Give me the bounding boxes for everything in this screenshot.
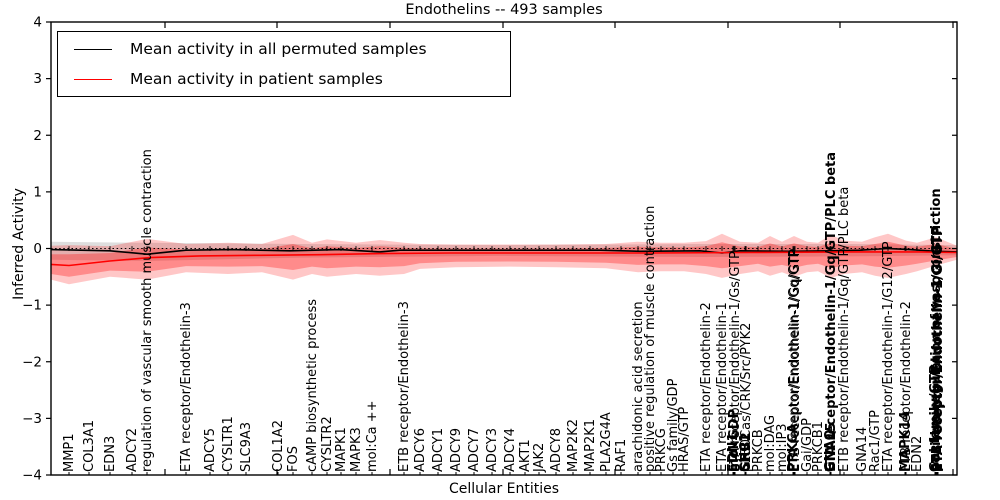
y-tick-label: 2: [33, 128, 42, 144]
x-tick-label-19: ADCY9: [448, 428, 464, 472]
x-tick-label-55: GNA14: [854, 426, 870, 472]
permuted-band: [51, 241, 957, 261]
y-tick-label: −2: [22, 354, 42, 370]
y-tick-label: 0: [33, 241, 42, 257]
x-tick-label-34: HRAS/GTP: [676, 406, 692, 472]
x-tick-label-5: ETA receptor/Endothelin-3: [178, 302, 194, 472]
x-tick-label-0: MMP1: [61, 433, 77, 472]
permuted-mean-line: [50, 247, 958, 256]
x-tick-label-28: PLA2G4A: [598, 412, 614, 472]
x-tick-label-26: MAP2K2: [565, 418, 581, 472]
y-tick-label: −4: [22, 468, 42, 484]
x-tick-label-12: CYSLTR2: [319, 416, 335, 472]
legend-label-permuted: Mean activity in all permuted samples: [130, 40, 427, 58]
x-tick-label-57: ETA receptor/Endothelin-1/G12/GTP: [880, 241, 896, 472]
x-tick-label-3: ADCY2: [124, 428, 140, 472]
x-tick-label-27: MAP2K1: [582, 418, 598, 472]
y-tick-label: 1: [33, 184, 42, 200]
x-tick-label-4: regulation of vascular smooth muscle con…: [139, 149, 155, 472]
x-tick-label-16: ETB receptor/Endothelin-3: [396, 301, 412, 472]
x-tick-label-11: cAMP biosynthetic process: [304, 298, 320, 472]
legend-line-red-icon: [74, 78, 112, 80]
y-tick-label: −1: [22, 298, 42, 314]
x-tick-label-20: ADCY7: [466, 428, 482, 472]
x-tick-label-15: mol:Ca ++: [364, 400, 380, 472]
patient-band-outer: [51, 233, 957, 285]
x-tick-label-23: AKT1: [517, 439, 533, 472]
legend-item-permuted: Mean activity in all permuted samples: [58, 34, 510, 64]
x-tick-label-9: COL1A2: [270, 420, 286, 472]
x-tick-label-60: EDN2: [909, 435, 925, 472]
legend-item-patient: Mean activity in patient samples: [58, 64, 510, 94]
y-tick-label: 4: [33, 15, 42, 31]
x-tick-label-6: ADCY5: [202, 428, 218, 472]
y-axis-title: Inferred Activity: [11, 188, 27, 300]
x-tick-label-17: ADCY6: [412, 428, 428, 472]
x-tick-label-14: MAPK3: [348, 427, 364, 472]
y-tick-label: 3: [33, 71, 42, 87]
y-tick-label: −3: [22, 411, 42, 427]
x-tick-label-35: ETA receptor/Endothelin-2: [698, 302, 714, 472]
x-tick-label-21: ADCY3: [484, 428, 500, 472]
legend-label-patient: Mean activity in patient samples: [130, 70, 383, 88]
x-tick-label-64: ETA receptor/Endothelin-1/Gi/GTP: [930, 226, 946, 472]
x-tick-label-29: RAF1: [613, 438, 629, 472]
x-tick-label-13: MAPK1: [333, 427, 349, 472]
x-tick-label-54: ETB receptor/Endothelin-1/Gq/GTP/PLC bet…: [836, 186, 852, 472]
x-tick-label-7: CYSLTR1: [220, 416, 236, 472]
x-tick-label-53: ETA receptor/Endothelin-1/Gq/GTP/PLC bet…: [823, 152, 839, 472]
x-tick-label-1: COL3A1: [81, 420, 97, 472]
x-tick-label-18: ADCY1: [430, 428, 446, 472]
x-tick-label-10: FOS: [285, 446, 301, 472]
patient-mean-line: [50, 251, 958, 267]
x-tick-label-25: ADCY8: [548, 428, 564, 472]
x-tick-label-2: EDN3: [102, 435, 118, 472]
chart-title: Endothelins -- 493 samples: [405, 2, 603, 18]
x-tick-label-24: JAK2: [531, 442, 547, 472]
legend: Mean activity in all permuted samples Me…: [57, 31, 511, 97]
x-tick-label-56: Rac1/GTP: [867, 410, 883, 472]
x-tick-label-8: SLC9A3: [238, 421, 254, 472]
legend-line-black-icon: [74, 48, 112, 50]
x-tick-label-22: ADCY4: [502, 428, 518, 472]
x-axis-title: Cellular Entities: [448, 481, 560, 497]
